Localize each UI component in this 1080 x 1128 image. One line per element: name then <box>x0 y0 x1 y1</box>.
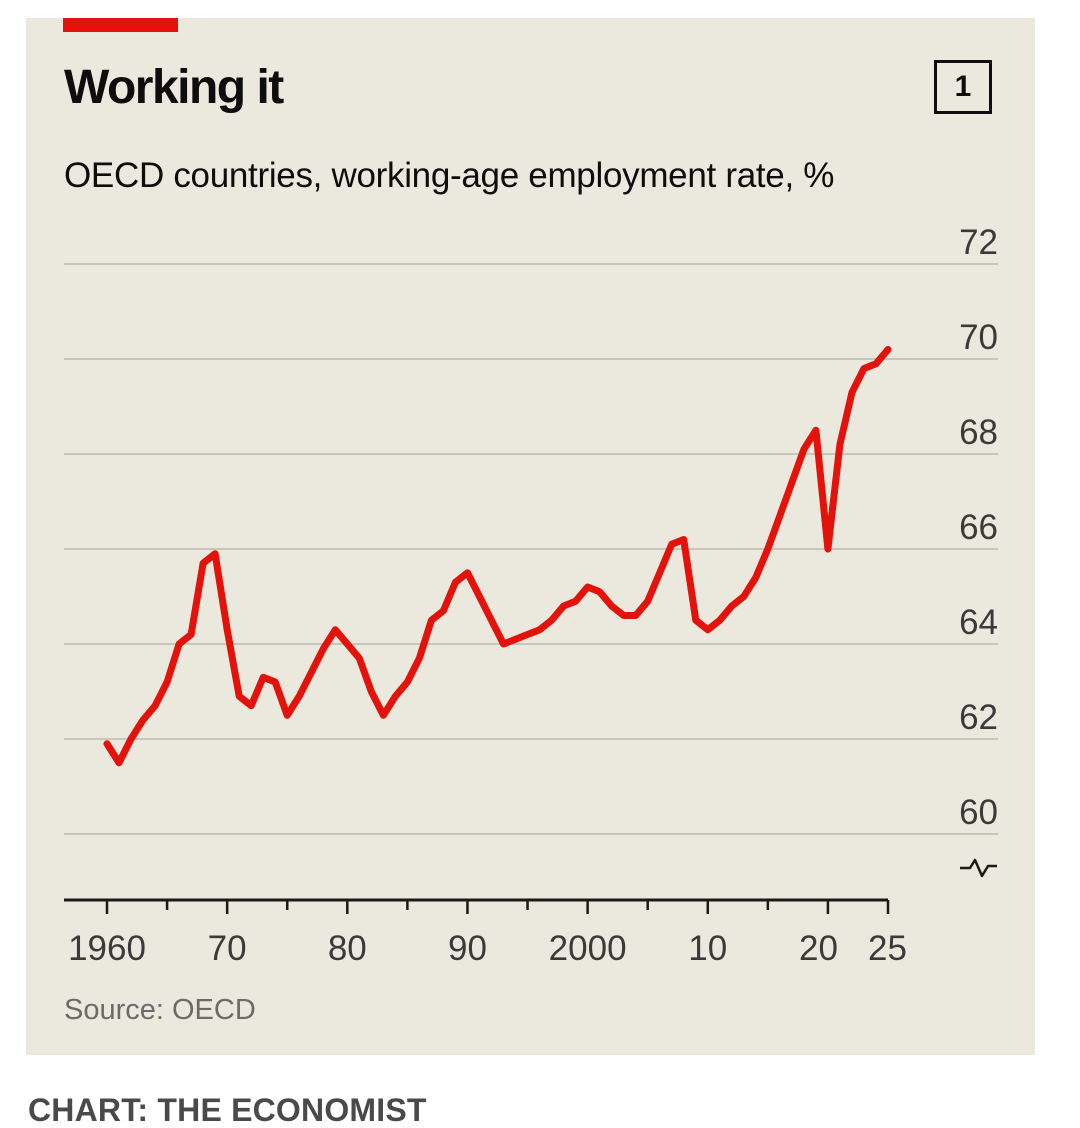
x-tick-label: 80 <box>328 929 367 968</box>
source-note: Source: OECD <box>64 994 256 1026</box>
y-tick-label: 64 <box>959 603 998 642</box>
y-tick-label: 72 <box>959 223 998 262</box>
x-tick-label: 70 <box>208 929 247 968</box>
chart-subtitle: OECD countries, working-age employment r… <box>64 156 835 195</box>
x-tick-label: 2000 <box>549 929 627 968</box>
y-tick-label: 60 <box>959 793 998 832</box>
y-tick-label: 66 <box>959 508 998 547</box>
x-tick-label: 90 <box>448 929 487 968</box>
axis-break-icon <box>960 858 997 878</box>
x-tick-label: 10 <box>688 929 727 968</box>
x-tick-label: 20 <box>799 929 838 968</box>
chart-title: Working it <box>64 61 284 114</box>
y-tick-label: 68 <box>959 413 998 452</box>
y-tick-label: 62 <box>959 698 998 737</box>
chart-number-badge: 1 <box>934 60 992 114</box>
accent-bar <box>63 18 178 32</box>
series-line <box>103 346 892 767</box>
y-tick-label: 70 <box>959 318 998 357</box>
chart-panel <box>26 18 1035 1055</box>
x-tick-label: 1960 <box>68 929 146 968</box>
x-tick-label: 25 <box>868 929 907 968</box>
chart-credit: CHART: THE ECONOMIST <box>28 1092 427 1128</box>
